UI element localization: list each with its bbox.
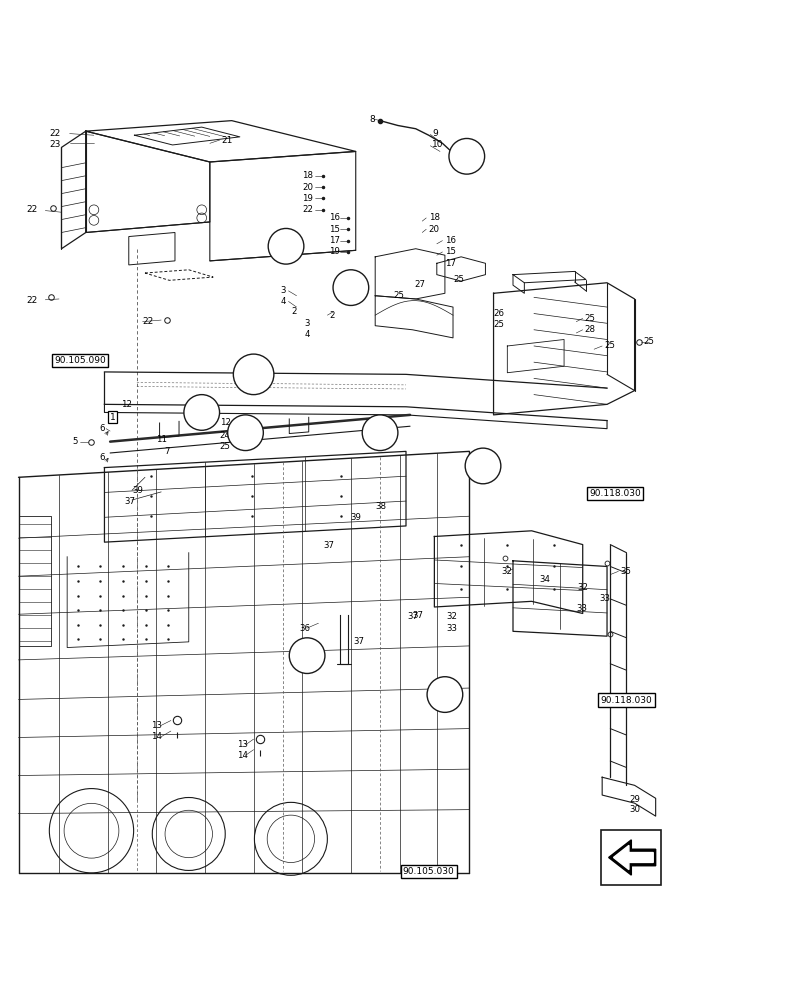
Text: 17: 17 (328, 236, 340, 245)
Text: 22: 22 (27, 296, 38, 305)
Text: 22: 22 (302, 205, 313, 214)
Text: 29: 29 (629, 795, 639, 804)
Text: 18: 18 (302, 171, 313, 180)
Text: 90.105.030: 90.105.030 (402, 867, 454, 876)
Text: 12: 12 (219, 418, 230, 427)
Text: 25: 25 (493, 320, 504, 329)
Text: 9: 9 (431, 129, 437, 138)
Text: 7: 7 (165, 447, 169, 456)
Text: 3: 3 (304, 319, 310, 328)
Text: 14: 14 (237, 751, 248, 760)
Text: 32: 32 (501, 567, 512, 576)
Text: 13: 13 (237, 740, 248, 749)
Text: 38: 38 (375, 502, 386, 511)
Text: 22: 22 (143, 317, 153, 326)
Text: 32: 32 (577, 583, 588, 592)
Text: H: H (440, 690, 449, 700)
Text: 6: 6 (100, 424, 105, 433)
Text: 25: 25 (584, 314, 594, 323)
Text: 12: 12 (121, 400, 131, 409)
Text: 27: 27 (414, 280, 425, 289)
Text: 20: 20 (428, 225, 439, 234)
Text: 4: 4 (280, 297, 285, 306)
Text: L: L (303, 651, 311, 661)
Text: 90.118.030: 90.118.030 (600, 696, 651, 705)
Text: 37: 37 (412, 611, 423, 620)
Text: 19: 19 (328, 247, 340, 256)
Text: 6: 6 (100, 453, 105, 462)
Text: 14: 14 (151, 732, 161, 741)
Text: 37: 37 (407, 612, 418, 621)
Text: 37: 37 (323, 541, 334, 550)
Text: H: H (478, 461, 487, 471)
Text: 11: 11 (157, 435, 167, 444)
Text: I: I (200, 407, 204, 417)
Bar (600, 830, 660, 885)
Text: 25: 25 (453, 275, 463, 284)
Text: 39: 39 (133, 486, 144, 495)
Circle shape (465, 448, 500, 484)
Text: 26: 26 (493, 309, 504, 318)
Text: 25: 25 (604, 341, 615, 350)
Text: 33: 33 (599, 594, 609, 603)
Text: 4: 4 (304, 330, 310, 339)
Text: J: J (349, 283, 353, 293)
Circle shape (233, 354, 273, 395)
Text: L: L (376, 428, 383, 438)
Text: 37: 37 (124, 497, 135, 506)
Circle shape (427, 677, 462, 712)
Text: 30: 30 (629, 805, 639, 814)
Text: 17: 17 (444, 259, 455, 268)
Text: 2: 2 (328, 311, 334, 320)
Text: 21: 21 (221, 136, 232, 145)
Text: 90.118.030: 90.118.030 (589, 489, 640, 498)
Text: 25: 25 (393, 291, 405, 300)
Text: 16: 16 (444, 236, 455, 245)
Circle shape (268, 228, 303, 264)
Text: 18: 18 (428, 213, 439, 222)
Text: J: J (243, 428, 247, 438)
Text: 13: 13 (151, 721, 161, 730)
Text: 33: 33 (446, 624, 457, 633)
Text: I: I (284, 241, 288, 251)
Text: 22: 22 (49, 129, 61, 138)
Text: 35: 35 (620, 567, 631, 576)
Text: 31: 31 (310, 662, 321, 671)
Text: 22: 22 (27, 205, 38, 214)
Circle shape (362, 415, 397, 451)
Circle shape (448, 138, 484, 174)
Text: 36: 36 (298, 624, 310, 633)
Circle shape (183, 395, 219, 430)
Circle shape (289, 638, 324, 673)
Text: 16: 16 (328, 213, 340, 222)
Circle shape (333, 270, 368, 305)
Text: 90.105.090: 90.105.090 (54, 356, 106, 365)
Text: 15: 15 (444, 247, 455, 256)
Text: 15: 15 (328, 225, 340, 234)
Text: 10: 10 (431, 140, 443, 149)
Text: 33: 33 (576, 604, 586, 613)
Text: 1: 1 (109, 413, 115, 422)
Text: K: K (248, 368, 258, 381)
Circle shape (227, 415, 263, 451)
Text: 37: 37 (353, 637, 364, 646)
Text: 20: 20 (302, 183, 313, 192)
Text: 19: 19 (302, 194, 313, 203)
Text: 25: 25 (219, 442, 230, 451)
Text: 39: 39 (350, 513, 362, 522)
Text: 28: 28 (584, 325, 594, 334)
Polygon shape (613, 845, 652, 870)
Text: 3: 3 (280, 286, 285, 295)
Text: 2: 2 (290, 307, 296, 316)
Text: K: K (462, 151, 470, 161)
Polygon shape (608, 840, 654, 875)
Text: 8: 8 (369, 115, 375, 124)
Text: 25: 25 (642, 337, 654, 346)
Text: 32: 32 (446, 612, 457, 621)
Text: 34: 34 (539, 575, 550, 584)
Text: 5: 5 (72, 437, 77, 446)
Text: 23: 23 (49, 140, 61, 149)
Text: 24: 24 (219, 431, 230, 440)
